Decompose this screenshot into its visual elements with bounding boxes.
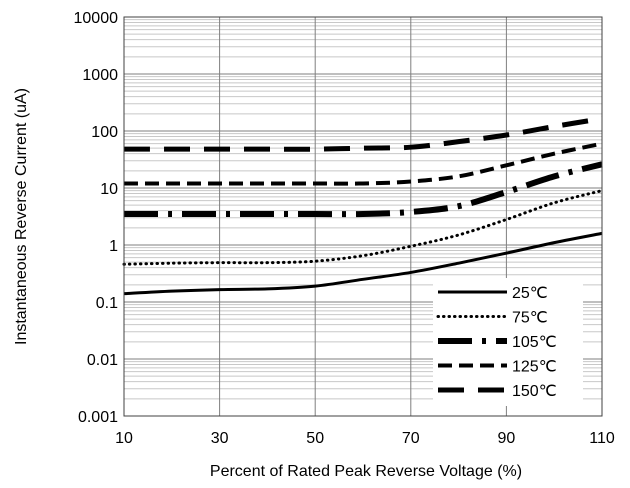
x-tick-label: 30 <box>211 430 229 447</box>
y-axis-title: Instantaneous Reverse Current (uA) <box>13 88 30 345</box>
x-tick-label: 90 <box>498 430 516 447</box>
y-tick-label: 0.1 <box>96 295 118 312</box>
y-tick-label: 1000 <box>82 67 118 84</box>
x-tick-label: 110 <box>589 430 615 447</box>
x-tick-label: 50 <box>306 430 324 447</box>
y-tick-label: 0.001 <box>78 409 118 426</box>
y-tick-label: 10 <box>100 181 118 198</box>
series-line-3 <box>124 164 602 214</box>
series-line-4 <box>124 144 602 184</box>
legend: 25℃ 75℃ 105℃ 125℃ 150℃ <box>433 278 583 406</box>
y-tick-label: 0.01 <box>87 352 118 369</box>
legend-label: 25℃ <box>512 285 548 302</box>
x-axis-title: Percent of Rated Peak Reverse Voltage (%… <box>210 463 522 480</box>
y-tick-label: 100 <box>91 124 118 141</box>
legend-label: 150℃ <box>512 383 557 400</box>
x-tick-label: 10 <box>115 430 133 447</box>
legend-label: 125℃ <box>512 359 557 376</box>
legend-label: 105℃ <box>512 334 557 351</box>
y-axis-ticks: 10000 1000 100 10 1 0.1 0.01 0.001 <box>74 10 119 426</box>
legend-label: 75℃ <box>512 310 548 327</box>
x-axis-ticks: 10 30 50 70 90 110 <box>115 430 615 447</box>
y-tick-label: 1 <box>109 238 118 255</box>
x-tick-label: 70 <box>402 430 420 447</box>
y-tick-label: 10000 <box>74 10 119 27</box>
